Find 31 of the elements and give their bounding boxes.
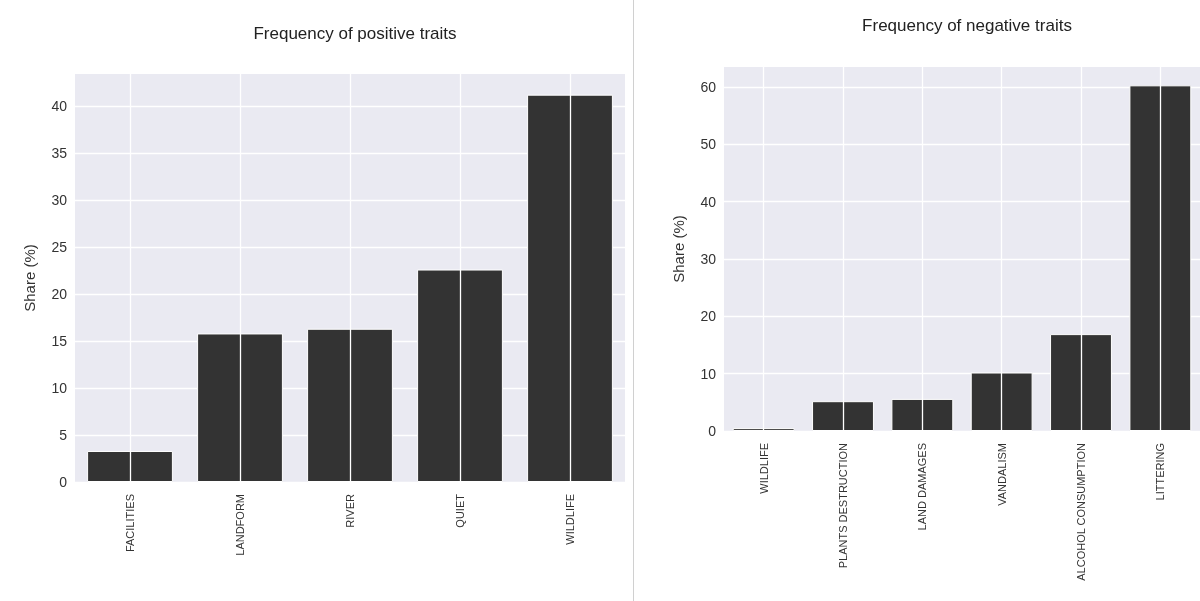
y-tick-label: 15: [51, 332, 68, 349]
x-tick-label: RIVER: [344, 493, 356, 528]
y-tick-label: 35: [51, 144, 68, 161]
x-tick-label: LANDFORM: [234, 494, 246, 556]
chart-title: Frequency of positive traits: [253, 24, 457, 43]
y-tick-label: 0: [59, 474, 68, 490]
x-tick-label: WILDLIFE: [564, 494, 576, 545]
x-tick-label: QUIET: [454, 493, 466, 528]
y-tick-label: 0: [708, 423, 717, 439]
y-tick-label: 30: [51, 191, 68, 208]
x-tick-label: FACILITIES: [124, 494, 136, 553]
x-tick-label: LITTERING: [1154, 443, 1167, 501]
y-tick-label: 5: [59, 427, 68, 443]
y-tick-label: 20: [700, 308, 717, 325]
y-axis-title: Share (%): [670, 215, 687, 283]
y-tick-label: 10: [700, 365, 717, 382]
x-tick-label: WILDLIFE: [757, 443, 770, 494]
x-tick-label: ALCOHOL CONSUMPTION: [1075, 442, 1087, 581]
y-tick-label: 10: [51, 379, 68, 396]
y-tick-label: 25: [51, 238, 68, 255]
y-tick-label: 60: [700, 79, 717, 96]
chart-title: Frequency of negative traits: [862, 16, 1072, 35]
y-tick-label: 40: [51, 97, 68, 114]
y-tick-label: 50: [700, 136, 717, 153]
y-axis-title: Share (%): [21, 244, 38, 312]
x-tick-label: LAND DAMAGES: [916, 443, 929, 531]
x-tick-label: PLANTS DESTRUCTION: [837, 442, 849, 569]
y-tick-label: 20: [51, 285, 68, 302]
y-tick-label: 40: [700, 193, 717, 210]
y-tick-label: 30: [700, 251, 717, 268]
x-tick-label: VANDALISM: [995, 443, 1008, 506]
